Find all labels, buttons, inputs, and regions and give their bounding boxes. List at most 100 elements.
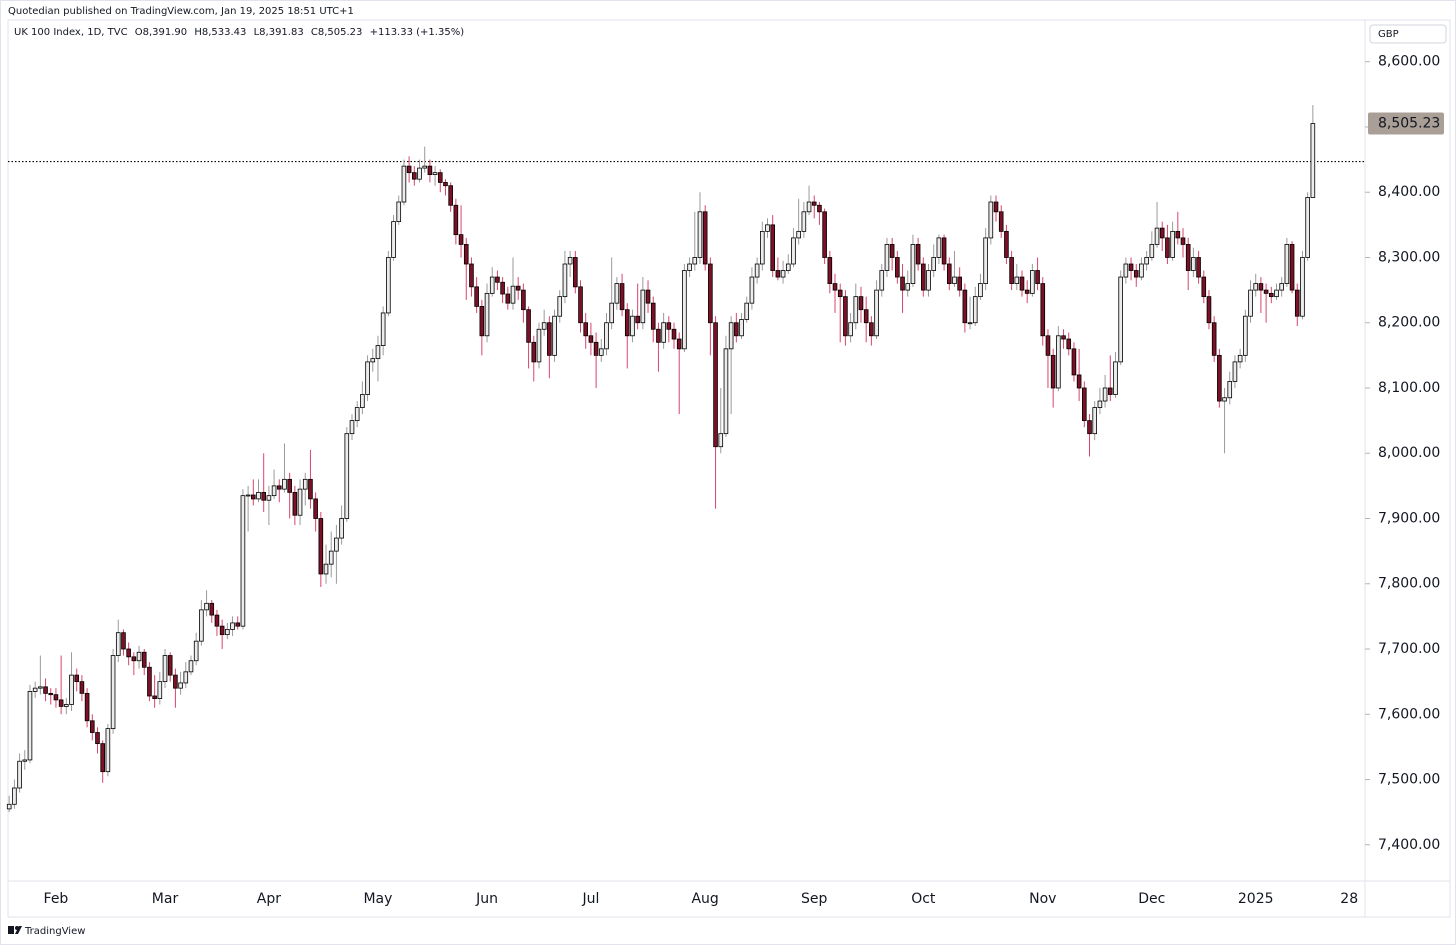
candle-body: [614, 283, 620, 304]
candle-body: [474, 286, 479, 307]
y-tick-label: 8,300.00: [1378, 249, 1440, 265]
candle-body: [1040, 283, 1046, 337]
currency: GBP: [1378, 29, 1399, 40]
candle-body: [225, 629, 230, 636]
candle-body: [578, 286, 583, 324]
candle-body: [313, 498, 318, 519]
candle-body: [941, 237, 947, 265]
candle-body: [183, 671, 189, 684]
candle-body: [302, 478, 308, 490]
candle-body: [858, 296, 864, 311]
candle-body: [209, 602, 215, 616]
candle-body: [173, 674, 178, 689]
candle-body: [967, 322, 973, 325]
candle-body: [110, 655, 116, 730]
candle-body: [583, 322, 589, 337]
candle-body: [131, 656, 137, 662]
candle-body: [666, 322, 672, 330]
candle-body: [598, 348, 604, 356]
x-tick-label: 2025: [1238, 891, 1274, 907]
candle-body: [650, 302, 656, 330]
candle-body: [889, 244, 895, 258]
legend-value: H8,533.43: [194, 27, 246, 38]
candle-body: [1123, 263, 1129, 278]
candle-body: [479, 306, 485, 337]
candle-body: [1300, 257, 1305, 317]
candle-body: [214, 614, 220, 627]
candle-body: [785, 263, 791, 271]
candle-body: [552, 315, 557, 356]
candle-body: [1279, 283, 1284, 291]
candle-body: [780, 270, 786, 278]
x-tick-label: 28: [1340, 891, 1358, 907]
symbol: UK 100 Index, 1D, TVC: [14, 27, 128, 38]
candle-body: [1092, 407, 1098, 435]
candle-body: [1263, 289, 1269, 294]
candle-body: [952, 276, 957, 284]
candle-body: [188, 660, 194, 673]
currency-box[interactable]: [1369, 24, 1447, 44]
candle-body: [635, 315, 640, 324]
candle-body: [69, 674, 74, 705]
candle-body: [141, 651, 147, 668]
candle-body: [510, 285, 516, 304]
candle-body: [723, 348, 729, 435]
candle-body: [147, 666, 152, 697]
candle-body: [708, 263, 713, 324]
candle-body: [1217, 354, 1222, 402]
candle-body: [167, 655, 173, 676]
candle-body: [22, 759, 28, 762]
candle-body: [344, 433, 350, 519]
candle-body: [936, 237, 942, 258]
legend-value: +113.33 (+1.35%): [370, 27, 465, 38]
candle-body: [682, 270, 687, 350]
candle-body: [1258, 283, 1264, 291]
candle-body: [271, 485, 277, 497]
candle-body: [754, 263, 760, 278]
candle-body: [843, 296, 848, 337]
candle-body: [998, 211, 1004, 232]
candle-body: [391, 221, 396, 258]
candle-body: [100, 743, 105, 773]
candle-body: [1097, 400, 1103, 408]
candle-body: [448, 185, 453, 206]
footer: TradingView: [24, 926, 85, 937]
x-tick-label: Oct: [911, 891, 936, 907]
candle-body: [848, 322, 853, 337]
candle-body: [734, 322, 739, 337]
candle-body: [921, 263, 926, 291]
candle-body: [645, 289, 651, 304]
candle-body: [1144, 257, 1149, 265]
candle-body: [1019, 276, 1025, 291]
candle-body: [422, 165, 428, 169]
candle-body: [869, 322, 874, 337]
candle-body: [1185, 244, 1191, 271]
y-tick-label: 7,700.00: [1378, 641, 1440, 657]
y-tick-label: 8,400.00: [1378, 184, 1440, 200]
candle-body: [365, 361, 370, 395]
candle-body: [334, 537, 339, 552]
candle-body: [926, 270, 931, 291]
candle-body: [822, 211, 827, 258]
candle-body: [458, 234, 464, 245]
candle-body: [619, 283, 625, 311]
candle-body: [676, 338, 682, 350]
candle-body: [157, 681, 163, 699]
candle-body: [1082, 387, 1087, 422]
y-tick-label: 8,200.00: [1378, 315, 1440, 331]
candle-body: [1154, 227, 1160, 245]
candle-body: [946, 263, 952, 284]
candle-body: [282, 478, 287, 490]
candle-body: [1211, 322, 1217, 356]
candle-body: [573, 257, 578, 288]
candle-body: [323, 563, 329, 575]
candle-body: [905, 283, 911, 291]
candle-body: [718, 433, 724, 448]
last-price-box: [1368, 112, 1444, 135]
candle-body: [1113, 361, 1118, 395]
candle-body: [900, 276, 905, 291]
candle-body: [1170, 230, 1175, 258]
